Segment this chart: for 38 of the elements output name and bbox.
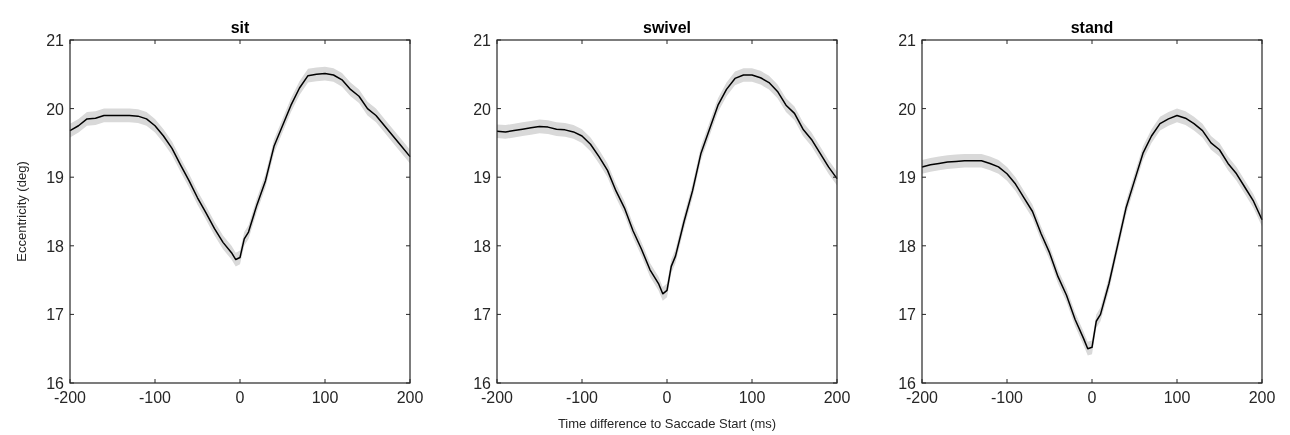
- chart-title: stand: [1070, 19, 1114, 36]
- y-tick-label: 21: [473, 32, 492, 49]
- y-tick-label: 19: [473, 169, 492, 187]
- x-tick-label: 0: [1087, 389, 1097, 406]
- x-tick-label: 100: [738, 389, 766, 406]
- y-tick-label: 17: [46, 306, 65, 324]
- chart-title: sit: [230, 19, 251, 36]
- y-tick-label: 17: [473, 306, 492, 324]
- x-tick-label: -100: [990, 389, 1024, 406]
- y-tick-label: 19: [46, 169, 65, 187]
- x-tick-label: 100: [311, 389, 339, 406]
- x-tick-label: 200: [1248, 389, 1276, 406]
- x-tick-label: -200: [905, 389, 939, 406]
- x-tick-label: -100: [565, 389, 599, 406]
- y-tick-label: 18: [473, 237, 492, 255]
- y-tick-label: 19: [898, 169, 917, 187]
- y-tick-label: 18: [898, 237, 917, 255]
- y-tick-label: 20: [898, 100, 917, 118]
- x-axis-title: Time difference to Saccade Start (ms): [557, 416, 777, 431]
- x-tick-label: -100: [138, 389, 172, 406]
- y-axis-title: Eccentricity (deg): [14, 161, 29, 262]
- x-tick-label: 0: [662, 389, 672, 406]
- x-tick-label: 0: [235, 389, 245, 406]
- y-tick-label: 21: [898, 32, 917, 49]
- y-tick-label: 20: [46, 100, 65, 118]
- y-tick-label: 17: [898, 306, 917, 324]
- x-tick-label: 200: [823, 389, 851, 406]
- y-tick-label: 16: [898, 375, 917, 392]
- y-tick-label: 20: [473, 100, 492, 118]
- y-tick-label: 18: [46, 237, 65, 255]
- x-tick-label: 200: [396, 389, 424, 406]
- x-tick-label: -200: [480, 389, 514, 406]
- x-tick-label: 100: [1163, 389, 1191, 406]
- x-tick-label: -200: [53, 389, 87, 406]
- y-tick-label: 16: [473, 375, 492, 392]
- chart-title: swivel: [642, 19, 692, 36]
- y-tick-label: 16: [46, 375, 65, 392]
- y-tick-label: 21: [46, 32, 65, 49]
